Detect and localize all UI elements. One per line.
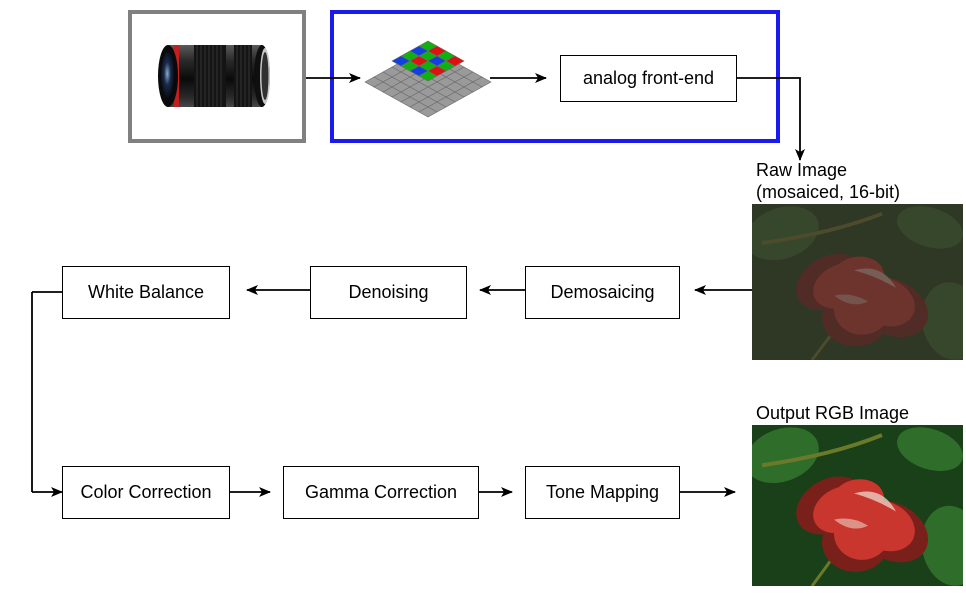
arrows-layer xyxy=(0,0,966,596)
